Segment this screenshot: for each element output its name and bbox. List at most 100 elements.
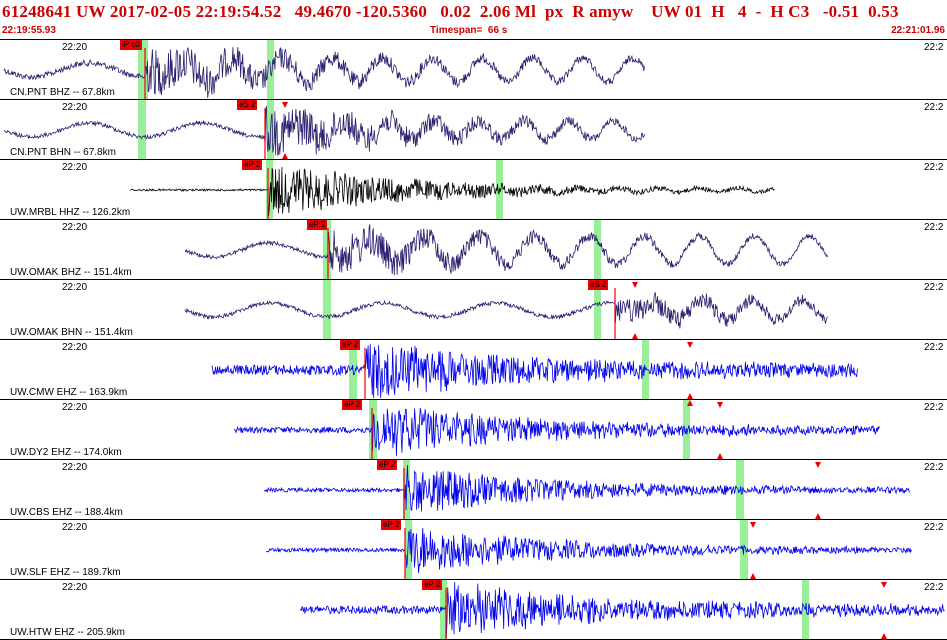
waveform-plot [184,220,828,279]
trace-panel[interactable]: 22:20 22:2 eP 2 UW.DY2 EHZ -- 174.0km [0,400,947,460]
waveform-plot [233,400,880,459]
time-tick-left: 22:20 [62,162,88,173]
waveform-trace [263,465,910,512]
time-window-marker [138,40,148,99]
station-label: UW.OMAK BHN -- 151.4km [10,327,133,338]
station-label: UW.DY2 EHZ -- 174.0km [10,447,122,458]
phase-pick-label[interactable]: eP 2 [342,400,363,410]
waveform-plot [299,580,945,639]
arrival-marker-down-icon [815,462,821,468]
time-tick-right: 22:2 [924,402,944,413]
header-bar: 61248641 UW 2017-02-05 22:19:54.52 49.46… [0,0,947,40]
arrival-marker-up-icon [282,153,288,159]
trace-panel[interactable]: 22:20 22:2 eP 2 UW.OMAK BHZ -- 151.4km [0,220,947,280]
time-tick-left: 22:20 [62,402,88,413]
trace-panel[interactable]: 22:20 22:2 eP 2 UW.SLF EHZ -- 189.7km [0,520,947,580]
station-label: UW.OMAK BHZ -- 151.4km [10,267,132,278]
waveform-plot [3,100,645,159]
time-tick-right: 22:2 [924,582,944,593]
time-tick-left: 22:20 [62,582,88,593]
station-label: UW.SLF EHZ -- 189.7km [10,567,121,578]
time-tick-left: 22:20 [62,222,88,233]
station-label: CN.PNT BHZ -- 67.8km [10,87,115,98]
time-window-marker [323,220,331,279]
phase-pick-label[interactable]: eP 2 [340,340,361,350]
station-label: UW.MRBL HHZ -- 126.2km [10,207,131,218]
start-time: 22:19:55.93 [2,25,56,36]
phase-pick-label[interactable]: eP 2 [422,580,443,590]
phase-pick-label[interactable]: eP 2 [377,460,398,470]
arrival-marker-up-icon [881,633,887,639]
time-tick-right: 22:2 [924,102,944,113]
phase-pick-label[interactable]: eS 2 [588,280,609,290]
station-label: UW.HTW EHZ -- 205.9km [10,627,126,638]
time-window-marker [138,100,146,159]
trace-panel[interactable]: 22:20 22:2 eP 2 UW.CMW EHZ -- 163.9km [0,340,947,400]
timespan-label: Timespan= 66 s [430,25,508,36]
phase-pick-label[interactable]: eP 2 [381,520,402,530]
time-tick-right: 22:2 [924,282,944,293]
arrival-marker-up-icon [750,573,756,579]
arrival-marker-down-icon [750,522,756,528]
arrival-marker-down-icon [687,342,693,348]
arrival-marker-up-icon [687,393,693,399]
arrival-marker-up-icon [632,333,638,339]
waveform-plot [211,340,858,399]
time-tick-left: 22:20 [62,342,88,353]
arrival-marker-down-icon [632,282,638,288]
arrival-marker-down-icon [282,102,288,108]
waveform-trace [184,224,828,276]
waveform-plot [3,40,645,99]
waveform-trace [265,527,912,573]
trace-panel[interactable]: 22:20 22:2 eP 2 UW.MRBL HHZ -- 126.2km [0,160,947,220]
arrival-marker-up-icon [815,513,821,519]
time-window-marker [594,220,601,279]
waveform-trace [233,408,880,456]
phase-pick-label[interactable]: eS 2 [237,100,258,110]
station-label: UW.CMW EHZ -- 163.9km [10,387,128,398]
time-window-marker [323,280,331,339]
waveform-trace [3,46,645,99]
header-divider [0,39,947,40]
phase-pick-label[interactable]: eP 2 [307,220,328,230]
time-tick-right: 22:2 [924,462,944,473]
station-label: CN.PNT BHN -- 67.8km [10,147,116,158]
trace-panel[interactable]: 22:20 22:2 eS 2 UW.OMAK BHN -- 151.4km [0,280,947,340]
event-title: 61248641 UW 2017-02-05 22:19:54.52 49.46… [2,2,899,21]
waveform-plot [265,520,912,579]
time-tick-right: 22:2 [924,162,944,173]
time-window-marker [405,520,412,579]
arrival-marker-up-icon [687,400,693,406]
waveform-trace [130,167,775,216]
waveform-trace [184,292,828,329]
phase-pick-label[interactable]: iP c0 [120,40,142,50]
time-window-marker [594,280,601,339]
waveform-plot [184,280,828,339]
time-tick-right: 22:2 [924,42,944,53]
trace-panel[interactable]: 22:20 22:2 eP 2 UW.HTW EHZ -- 205.9km [0,580,947,640]
waveform-plot [130,160,775,219]
arrival-marker-up-icon [717,453,723,459]
waveform-trace [211,343,858,399]
arrival-marker-down-icon [881,582,887,588]
time-window-marker [440,580,447,639]
waveform-trace [299,581,945,638]
trace-panel[interactable]: 22:20 22:2 eS 2 CN.PNT BHN -- 67.8km [0,100,947,160]
arrival-marker-down-icon [717,402,723,408]
time-tick-left: 22:20 [62,282,88,293]
time-tick-right: 22:2 [924,342,944,353]
time-tick-left: 22:20 [62,102,88,113]
time-tick-left: 22:20 [62,462,88,473]
time-tick-left: 22:20 [62,42,88,53]
time-tick-right: 22:2 [924,222,944,233]
end-time: 22:21:01.96 [891,25,945,36]
trace-panel[interactable]: 22:20 22:2 eP 2 UW.CBS EHZ -- 188.4km [0,460,947,520]
waveform-plot [263,460,910,519]
time-tick-right: 22:2 [924,522,944,533]
phase-pick-label[interactable]: eP 2 [242,160,263,170]
trace-panels: 22:20 22:2 iP c0 CN.PNT BHZ -- 67.8km 22… [0,40,947,640]
trace-panel[interactable]: 22:20 22:2 iP c0 CN.PNT BHZ -- 67.8km [0,40,947,100]
station-label: UW.CBS EHZ -- 188.4km [10,507,123,518]
time-tick-left: 22:20 [62,522,88,533]
waveform-trace [3,105,645,156]
